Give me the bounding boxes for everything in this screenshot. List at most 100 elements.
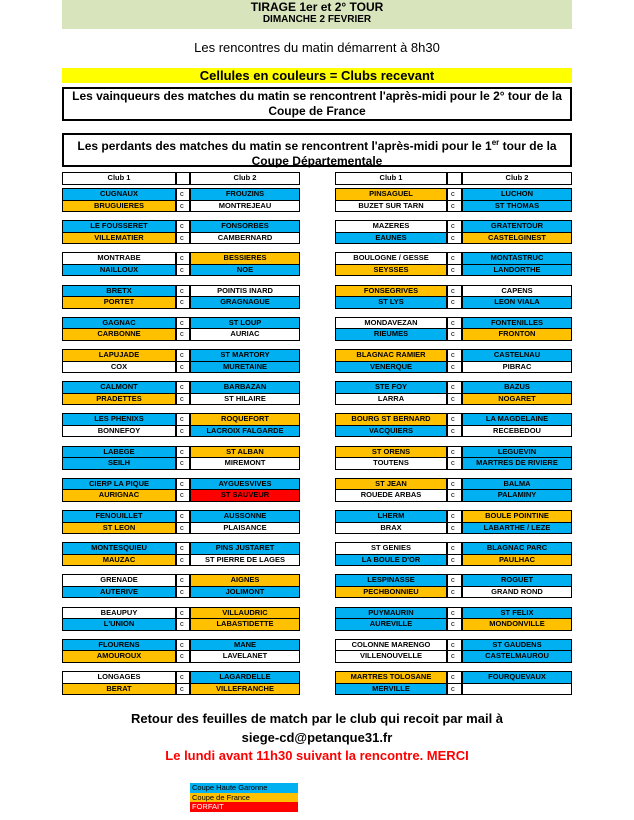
versus: c xyxy=(176,263,190,277)
versus: c xyxy=(176,199,190,212)
club-2: MONDONVILLE xyxy=(462,618,572,631)
legend: Coupe Haute Garonne Coupe de France FORFAI… xyxy=(190,783,298,812)
club-1: MERVILLE xyxy=(335,682,447,695)
versus: c xyxy=(176,682,190,695)
club-1: CARBONNE xyxy=(62,328,176,341)
club-2: PIBRAC xyxy=(462,360,572,373)
club-2: PAULHAC xyxy=(462,553,572,567)
versus: c xyxy=(447,650,462,663)
club-1: SEILH xyxy=(62,457,176,470)
club-1: BRAX xyxy=(335,521,447,534)
club-2: LACROIX FALGARDE xyxy=(190,424,300,438)
club-2: ST THOMAS xyxy=(462,199,572,212)
column-header: Club 2 xyxy=(190,172,300,185)
versus: c xyxy=(176,553,190,567)
club-2: ST PIERRE DE LAGES xyxy=(190,553,300,567)
club-1: MAUZAC xyxy=(62,553,176,567)
club-1: VILLEMATIER xyxy=(62,231,176,245)
club-2: LAVELANET xyxy=(190,650,300,663)
versus: c xyxy=(176,650,190,663)
club-2: VILLEFRANCHE xyxy=(190,682,300,695)
legend-item: Coupe Haute Garonne xyxy=(190,783,298,793)
deadline: Le lundi avant 11h30 suivant la rencontr… xyxy=(165,748,469,763)
club-1: L'UNION xyxy=(62,618,176,631)
versus: c xyxy=(447,263,462,277)
footer: Retour des feuilles de match par le club… xyxy=(0,709,634,764)
versus: c xyxy=(447,489,462,502)
club-2: AURIAC xyxy=(190,328,300,341)
club-2: PLAISANCE xyxy=(190,521,300,534)
club-2: GRAND ROND xyxy=(462,585,572,599)
versus: c xyxy=(447,682,462,695)
club-2: ST SAUVEUR xyxy=(190,489,300,502)
club-1: ST LYS xyxy=(335,296,447,309)
title: TIRAGE 1er et 2° TOUR xyxy=(250,0,384,14)
text: Les perdants des matches du matin se ren… xyxy=(77,139,492,153)
versus: c xyxy=(447,392,462,406)
versus: c xyxy=(176,392,190,406)
versus: c xyxy=(447,521,462,534)
club-2: LABASTIDETTE xyxy=(190,618,300,631)
versus: c xyxy=(176,489,190,502)
club-2: LEON VIALA xyxy=(462,296,572,309)
club-1: RIEUMES xyxy=(335,328,447,341)
club-1: COX xyxy=(62,360,176,373)
club-1: NAILLOUX xyxy=(62,263,176,277)
header: TIRAGE 1er et 2° TOUR DIMANCHE 2 FEVRIER xyxy=(62,0,572,29)
versus: c xyxy=(176,521,190,534)
club-1: BONNEFOY xyxy=(62,424,176,438)
text: tour de la Coupe Départementale xyxy=(251,139,557,168)
versus: c xyxy=(176,424,190,438)
legend-item: FORFAIT xyxy=(190,802,298,812)
club-1: SEYSSES xyxy=(335,263,447,277)
club-2 xyxy=(462,682,572,695)
club-2: MONTREJEAU xyxy=(190,199,300,212)
club-1: LA BOULE D'OR xyxy=(335,553,447,567)
club-2: RECEBEDOU xyxy=(462,424,572,438)
club-2: NOGARET xyxy=(462,392,572,406)
club-1: VACQUIERS xyxy=(335,424,447,438)
versus: c xyxy=(176,231,190,245)
column-header: Club 1 xyxy=(62,172,176,185)
club-1: BERAT xyxy=(62,682,176,695)
versus: c xyxy=(447,199,462,212)
email: siege-cd@petanque31.fr xyxy=(241,730,393,745)
versus: c xyxy=(447,457,462,470)
legend-item: Coupe de France xyxy=(190,792,298,802)
club-2: NOE xyxy=(190,263,300,277)
superscript: er xyxy=(491,138,500,147)
club-2: PALAMINY xyxy=(462,489,572,502)
column-header: Club 1 xyxy=(335,172,447,185)
losers-note: Les perdants des matches du matin se ren… xyxy=(62,133,572,168)
club-1: AURIGNAC xyxy=(62,489,176,502)
club-2: CAMBERNARD xyxy=(190,231,300,245)
club-2: JOLIMONT xyxy=(190,585,300,599)
versus: c xyxy=(176,296,190,309)
club-1: BRUGUIERES xyxy=(62,199,176,212)
club-1: PORTET xyxy=(62,296,176,309)
versus: c xyxy=(447,618,462,631)
club-1: PECHBONNIEU xyxy=(335,585,447,599)
versus: c xyxy=(447,585,462,599)
column-header-spacer xyxy=(447,172,462,185)
club-1: ST LEON xyxy=(62,521,176,534)
club-2: LANDORTHE xyxy=(462,263,572,277)
date: DIMANCHE 2 FEVRIER xyxy=(262,14,372,25)
club-1: LARRA xyxy=(335,392,447,406)
club-2: GRAGNAGUE xyxy=(190,296,300,309)
club-1: AMOUROUX xyxy=(62,650,176,663)
color-note: Cellules en couleurs = Clubs recevant xyxy=(62,68,572,83)
club-1: BUZET SUR TARN xyxy=(335,199,447,212)
versus: c xyxy=(447,328,462,341)
versus: c xyxy=(447,296,462,309)
versus: c xyxy=(447,360,462,373)
versus: c xyxy=(176,618,190,631)
versus: c xyxy=(447,424,462,438)
versus: c xyxy=(176,457,190,470)
club-1: AUREVILLE xyxy=(335,618,447,631)
club-1: VILLENOUVELLE xyxy=(335,650,447,663)
club-2: CASTELMAUROU xyxy=(462,650,572,663)
club-1: ROUEDE ARBAS xyxy=(335,489,447,502)
club-2: LABARTHE / LEZE xyxy=(462,521,572,534)
club-2: MURETAINE xyxy=(190,360,300,373)
